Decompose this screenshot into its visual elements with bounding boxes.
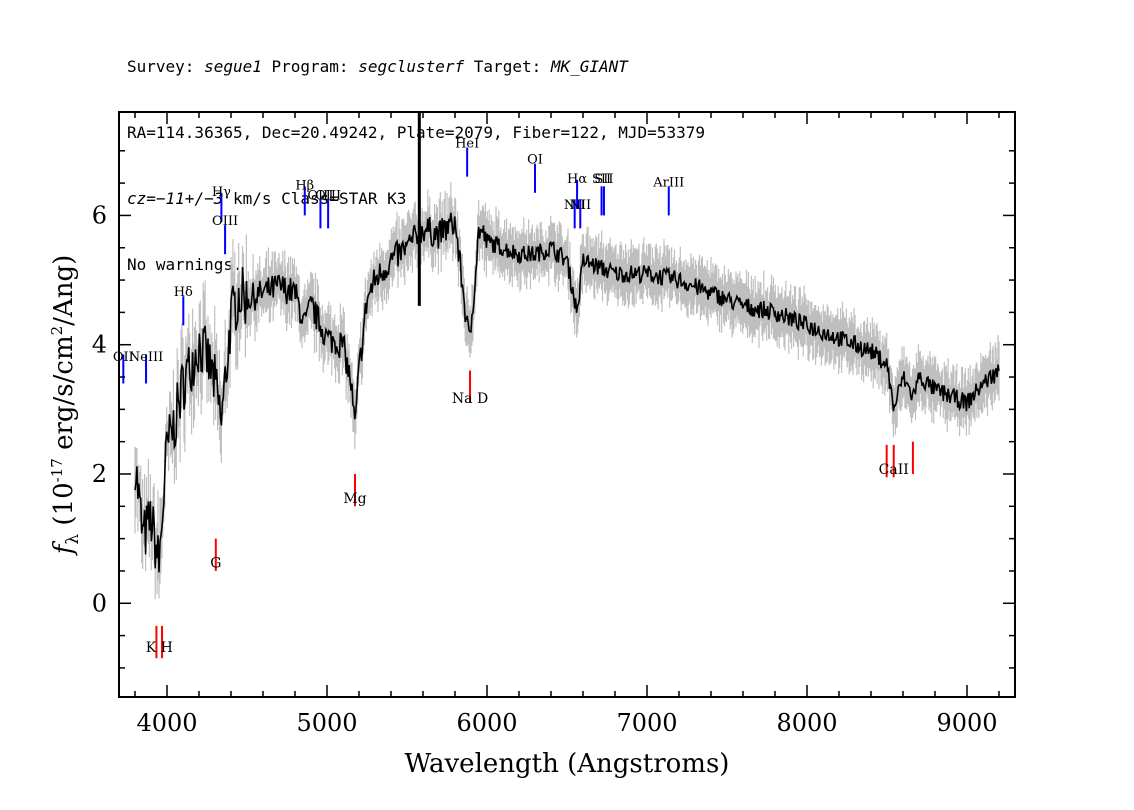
emission-line-label: OIII — [315, 188, 341, 203]
x-tick-label: 9000 — [936, 709, 997, 737]
plot-frame — [118, 111, 1016, 698]
y-tick-label: 2 — [92, 460, 107, 488]
program-value: segclusterf — [358, 57, 465, 76]
flux-series — [134, 112, 1000, 573]
emission-line-label: NII — [569, 198, 591, 213]
header-line-survey: Survey: segue1 Program: segclusterf Targ… — [127, 56, 705, 78]
x-tick-label: 8000 — [776, 709, 837, 737]
absorption-line-label: Mg — [343, 491, 366, 507]
absorption-line-label: K H — [146, 640, 173, 656]
emission-line-label: Hγ — [212, 185, 231, 200]
program-prefix: Program: — [261, 57, 359, 76]
cz-value: −11+/−3 — [155, 189, 224, 208]
target-prefix: Target: — [464, 57, 551, 76]
absorption-line-label: G — [210, 556, 221, 572]
x-tick-label: 6000 — [456, 709, 517, 737]
emission-line-label: ArIII — [652, 175, 684, 190]
target-value: MK_GIANT — [550, 57, 628, 76]
emission-line-label: NeIII — [129, 350, 163, 365]
emission-line-label: SII — [592, 172, 611, 187]
y-tick-label: 4 — [92, 331, 107, 359]
flux-line — [134, 212, 1000, 573]
emission-line-label: SII — [594, 172, 613, 187]
emission-line-label: Hβ — [295, 179, 314, 194]
emission-line-label: Hα — [567, 172, 587, 187]
y-tick-label: 6 — [92, 201, 107, 229]
x-tick-label: 5000 — [296, 709, 357, 737]
line-markers: OIINeIIIHδHγOIIIHβOIIIOIIIHeIOINIIHαNIIS… — [113, 137, 914, 659]
emission-line-label: OIII — [212, 214, 238, 229]
survey-prefix: Survey: — [127, 57, 205, 76]
y-axis-label: fλ (10-17 erg/s/cm2/Ang) — [48, 255, 83, 557]
absorption-line-label: Na D — [452, 391, 488, 407]
axis-ticks: 4000 5000 6000 7000 8000 9000 0 2 4 6 — [92, 112, 1015, 737]
y-tick-label: 0 — [92, 589, 107, 617]
header-line-warnings: No warnings. — [127, 255, 243, 274]
absorption-line-label: CaII — [879, 462, 909, 478]
error-band — [134, 182, 1000, 600]
emission-line-label: Hδ — [174, 285, 193, 300]
error-band-path — [134, 182, 1000, 600]
survey-value: segue1 — [204, 57, 262, 76]
x-tick-label: 7000 — [616, 709, 677, 737]
emission-line-label: HeI — [455, 137, 479, 152]
emission-line-label: OI — [527, 153, 543, 168]
x-axis-label: Wavelength (Angstroms) — [405, 749, 730, 779]
header-line-coordinates: RA=114.36365, Dec=20.49242, Plate=2079, … — [127, 123, 705, 142]
x-tick-label: 4000 — [136, 709, 197, 737]
cz-prefix: cz= — [127, 189, 156, 208]
emission-line-label: OIII — [307, 188, 333, 203]
